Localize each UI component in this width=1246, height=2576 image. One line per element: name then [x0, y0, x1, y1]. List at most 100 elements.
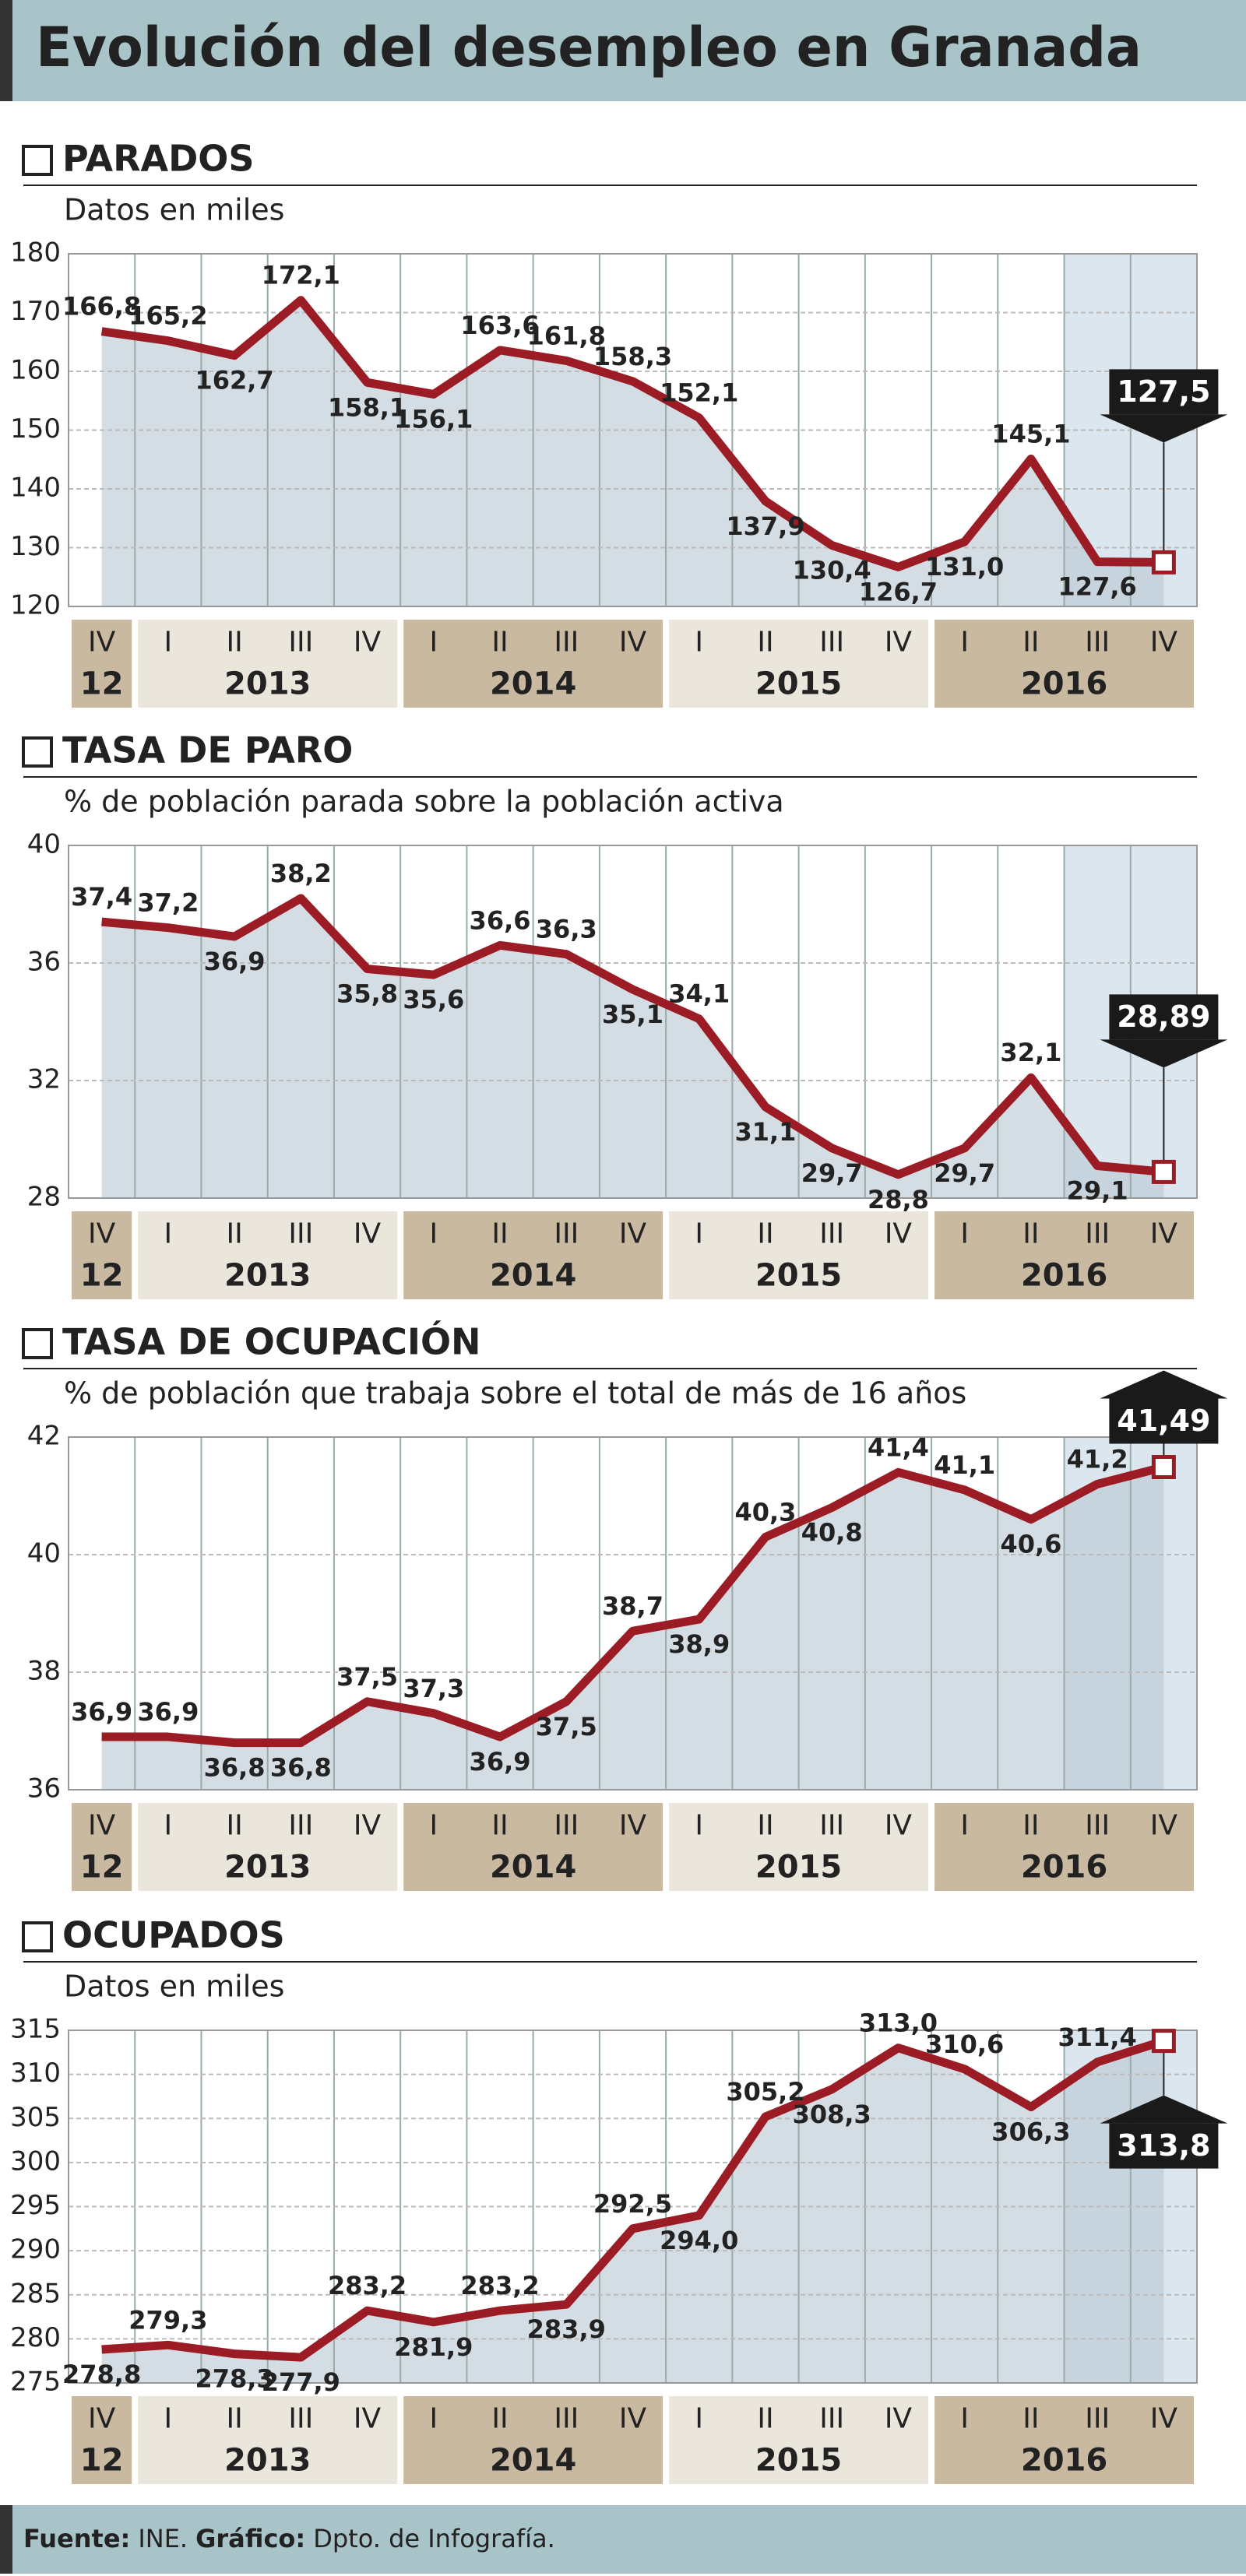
year-band — [72, 620, 132, 708]
x-tick-label: II — [757, 2403, 773, 2435]
x-tick-label: II — [491, 627, 508, 659]
year-band — [935, 1803, 1194, 1891]
y-tick-label: 28 — [27, 1182, 61, 1213]
value-label: 278,3 — [195, 2364, 273, 2394]
section-title: TASA DE OCUPACIÓN — [62, 1321, 481, 1363]
x-tick-label: I — [960, 1218, 969, 1250]
y-tick-label: 130 — [10, 531, 61, 562]
value-label: 37,3 — [403, 1674, 464, 1703]
value-label: 279,3 — [128, 2305, 207, 2335]
x-tick-label: I — [429, 1218, 438, 1250]
value-label: 41,4 — [868, 1432, 929, 1462]
subtitle: % de población que trabaja sobre el tota… — [64, 1376, 966, 1411]
value-label: 37,5 — [536, 1712, 597, 1741]
callout-label: 313,8 — [1117, 2128, 1210, 2163]
value-label: 163,6 — [460, 311, 539, 340]
x-tick-label: I — [164, 1810, 173, 1842]
value-label: 308,3 — [793, 2100, 871, 2129]
value-label: 283,9 — [527, 2314, 606, 2344]
x-tick-label: I — [429, 1810, 438, 1842]
x-tick-label: I — [429, 2403, 438, 2435]
header-bar — [0, 0, 12, 101]
value-label: 32,1 — [1000, 1038, 1061, 1067]
value-label: 37,2 — [137, 888, 199, 918]
value-label: 305,2 — [726, 2077, 804, 2107]
x-tick-label: II — [491, 2403, 508, 2435]
x-tick-label: III — [819, 2403, 844, 2435]
y-tick-label: 310 — [10, 2058, 61, 2089]
value-label: 306,3 — [991, 2117, 1070, 2147]
section-title: OCUPADOS — [62, 1914, 285, 1956]
value-label: 36,8 — [204, 1753, 266, 1783]
x-tick-label: II — [226, 1810, 242, 1842]
value-label: 158,1 — [328, 392, 407, 422]
value-label: 278,8 — [62, 2360, 141, 2389]
footer-bg — [0, 2505, 1246, 2574]
x-tick-label: III — [1085, 1810, 1110, 1842]
x-tick-label: II — [1022, 1810, 1039, 1842]
x-tick-label: IV — [1150, 1810, 1178, 1842]
value-label: 40,6 — [1000, 1530, 1061, 1559]
x-tick-label: II — [1022, 2403, 1039, 2435]
value-label: 36,9 — [137, 1697, 199, 1727]
value-label: 36,9 — [71, 1697, 132, 1727]
year-band — [403, 2396, 663, 2484]
x-tick-label: III — [554, 1810, 579, 1842]
y-tick-label: 170 — [10, 296, 61, 327]
x-tick-label: III — [288, 1218, 313, 1250]
y-tick-label: 160 — [10, 355, 61, 386]
x-tick-label: III — [288, 2403, 313, 2435]
x-tick-label: IV — [1150, 627, 1178, 659]
subtitle: Datos en miles — [64, 1970, 284, 2004]
value-label: 37,4 — [71, 882, 132, 912]
year-label: 12 — [80, 2443, 124, 2479]
y-tick-label: 40 — [27, 829, 61, 860]
y-tick-label: 295 — [10, 2190, 61, 2221]
source-label: Fuente: — [23, 2524, 130, 2553]
x-tick-label: II — [226, 2403, 242, 2435]
value-label: 36,9 — [204, 947, 266, 976]
year-label: 2016 — [1021, 2443, 1107, 2479]
x-tick-label: III — [1085, 2403, 1110, 2435]
x-tick-label: III — [1085, 627, 1110, 659]
year-band — [935, 2396, 1194, 2484]
value-label: 130,4 — [793, 555, 871, 585]
value-label: 36,6 — [470, 905, 531, 935]
x-tick-label: II — [757, 627, 773, 659]
y-tick-label: 38 — [27, 1656, 61, 1687]
year-label: 2013 — [224, 666, 311, 702]
callout-arrow — [1100, 414, 1228, 443]
value-label: 35,6 — [403, 985, 464, 1014]
x-tick-label: IV — [619, 627, 647, 659]
value-label: 158,3 — [593, 342, 672, 371]
year-label: 2014 — [490, 1850, 576, 1885]
year-band — [72, 1803, 132, 1891]
section-icon — [22, 145, 53, 176]
year-band — [935, 620, 1194, 708]
value-label: 38,2 — [270, 859, 332, 888]
value-label: 31,1 — [734, 1117, 796, 1147]
y-tick-label: 40 — [27, 1538, 61, 1569]
callout-arrow — [1100, 2095, 1228, 2124]
x-tick-label: IV — [88, 627, 116, 659]
subtitle: Datos en miles — [64, 193, 284, 227]
value-label: 40,8 — [801, 1518, 863, 1548]
section-title: PARADOS — [62, 138, 255, 180]
value-label: 292,5 — [593, 2189, 672, 2219]
value-label: 283,2 — [460, 2271, 539, 2300]
x-tick-label: IV — [354, 2403, 382, 2435]
area — [101, 898, 1164, 1198]
value-label: 29,1 — [1067, 1176, 1128, 1205]
x-tick-label: IV — [354, 1218, 382, 1250]
value-label: 281,9 — [394, 2332, 473, 2362]
year-label: 2016 — [1021, 1850, 1107, 1885]
value-label: 36,9 — [470, 1747, 531, 1776]
x-tick-label: IV — [619, 1810, 647, 1842]
year-band — [669, 1803, 929, 1891]
callout-box — [1109, 1398, 1219, 1444]
x-tick-label: III — [554, 2403, 579, 2435]
year-label: 2014 — [490, 2443, 576, 2479]
last-point — [1151, 550, 1176, 575]
y-tick-label: 290 — [10, 2234, 61, 2265]
